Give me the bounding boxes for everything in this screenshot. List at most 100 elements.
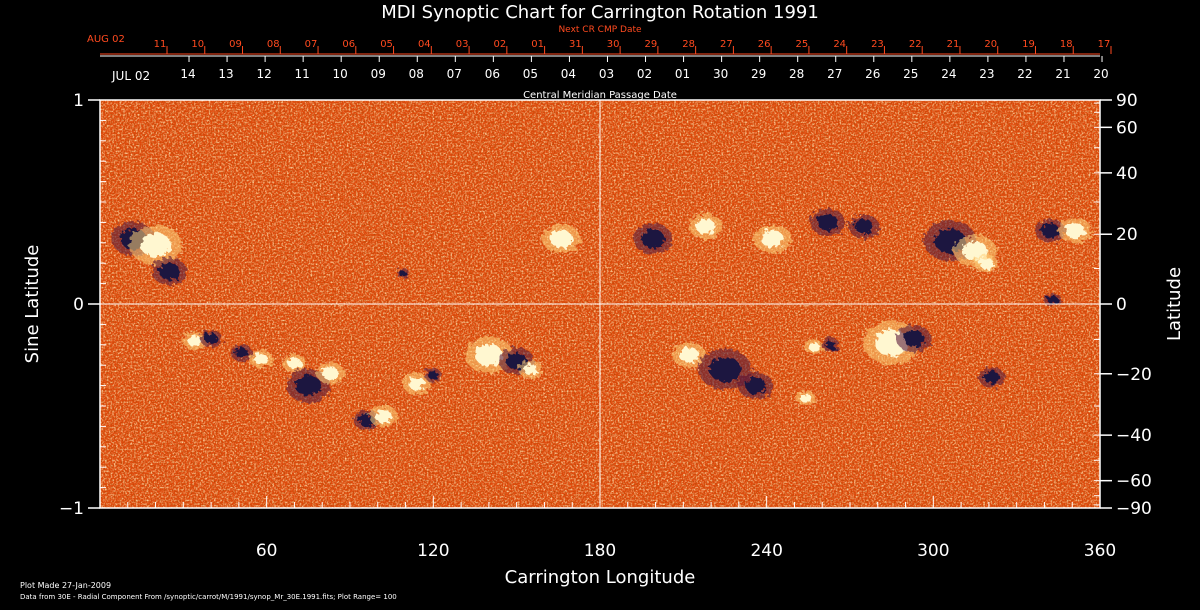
positive-region (140, 232, 171, 257)
y-left-tick-label: −1 (59, 499, 84, 519)
x-tick-label: 240 (750, 541, 782, 561)
y-right-tick-label: −20 (1116, 365, 1152, 385)
negative-region (641, 229, 665, 249)
next-cmp-day-label: 06 (342, 39, 355, 50)
next-cmp-day-label: 07 (305, 39, 318, 50)
next-cmp-day-label: 25 (796, 39, 809, 50)
cmp-axis: 14 13 12 11 10 09 08 07 06 05 04 03 02 01 30 29 28 27 26 25… (100, 55, 1109, 81)
x-axis: 60 120 180 240 300 360 (127, 496, 1116, 561)
plot-made-note: Plot Made 27-Jan-2009 (20, 581, 111, 590)
x-tick-label: 360 (1084, 541, 1116, 561)
negative-region (745, 377, 766, 394)
positive-region (761, 229, 784, 248)
y-right-tick-label: 60 (1116, 118, 1138, 138)
cmp-day-label: 04 (561, 67, 576, 81)
positive-region (374, 409, 392, 423)
next-cmp-day-label: 28 (682, 39, 695, 50)
cmp-start-label: JUL 02 (111, 69, 150, 83)
cmp-day-label: 09 (371, 67, 386, 81)
y-axis-left: 1 0 −1 (59, 91, 106, 519)
negative-region (428, 371, 439, 380)
next-cmp-day-label: 19 (1022, 39, 1035, 50)
y-axis-right-label: Latitude (1164, 267, 1185, 341)
y-right-tick-label: −40 (1116, 426, 1152, 446)
next-cmp-day-label: 18 (1060, 39, 1073, 50)
negative-region (983, 371, 1000, 384)
cmp-day-label: 03 (599, 67, 614, 81)
next-cmp-day-label: 31 (569, 39, 582, 50)
chart-title: MDI Synoptic Chart for Carrington Rotati… (381, 2, 819, 23)
next-cmp-day-label: 17 (1098, 39, 1111, 50)
next-cmp-day-label: 26 (758, 39, 771, 50)
y-right-tick-label: 0 (1116, 295, 1127, 315)
next-cmp-axis: 11 10 09 08 07 06 05 04 03 02 01 31 30 29 28 27 26 25 24 23… (100, 39, 1112, 55)
cmp-day-label: 11 (294, 67, 309, 81)
positive-region (254, 353, 269, 365)
negative-region (1047, 295, 1058, 305)
cmp-day-label: 05 (523, 67, 538, 81)
y-right-tick-label: −60 (1116, 472, 1152, 492)
negative-region (817, 214, 839, 231)
positive-region (408, 376, 426, 391)
x-tick-label: 180 (584, 541, 616, 561)
cmp-day-label: 07 (447, 67, 462, 81)
x-tick-label: 60 (256, 541, 278, 561)
next-cmp-day-label: 20 (984, 39, 997, 50)
next-cmp-day-label: 04 (418, 39, 431, 50)
positive-region (679, 347, 699, 363)
data-source-note: Data from 30E - Radial Component From /s… (20, 593, 397, 601)
next-cmp-day-label: 03 (456, 39, 469, 50)
positive-region (523, 363, 538, 375)
positive-region (979, 257, 994, 269)
cmp-day-label: 14 (180, 67, 195, 81)
next-cmp-day-label: 11 (154, 39, 167, 50)
next-cmp-start-label: AUG 02 (87, 34, 125, 45)
negative-region (825, 340, 836, 349)
negative-region (854, 219, 873, 234)
cmp-axis-label: Central Meridian Passage Date (523, 90, 677, 101)
cmp-day-label: 01 (675, 67, 690, 81)
positive-region (1065, 222, 1085, 239)
positive-region (549, 229, 573, 248)
cmp-day-label: 29 (751, 67, 766, 81)
next-cmp-day-label: 30 (607, 39, 620, 50)
positive-region (474, 344, 503, 366)
cmp-day-label: 10 (333, 67, 348, 81)
next-cmp-day-label: 22 (909, 39, 922, 50)
next-cmp-day-label: 09 (229, 39, 242, 50)
next-cmp-day-label: 02 (493, 39, 506, 50)
next-cmp-day-label: 29 (645, 39, 658, 50)
positive-region (799, 393, 812, 403)
next-cmp-day-label: 24 (833, 39, 846, 50)
next-cmp-day-label: 23 (871, 39, 884, 50)
cmp-day-label: 26 (865, 67, 880, 81)
negative-region (159, 262, 180, 280)
cmp-day-label: 24 (941, 67, 956, 81)
cmp-day-label: 13 (218, 67, 233, 81)
y-right-tick-label: −90 (1116, 499, 1152, 519)
y-axis-right: 90 60 40 20 0 −20 −40 −60 −90 (1094, 91, 1152, 519)
cmp-day-label: 30 (713, 67, 728, 81)
y-right-tick-label: 90 (1116, 91, 1138, 111)
cmp-day-label: 12 (256, 67, 271, 81)
negative-region (204, 333, 218, 344)
x-axis-label: Carrington Longitude (505, 567, 696, 588)
negative-region (903, 330, 925, 348)
negative-region (709, 356, 741, 382)
y-right-tick-label: 40 (1116, 164, 1138, 184)
next-cmp-day-label: 27 (720, 39, 733, 50)
cmp-day-label: 25 (903, 67, 918, 81)
cmp-day-label: 28 (789, 67, 804, 81)
negative-region (295, 375, 322, 397)
next-cmp-day-label: 01 (531, 39, 544, 50)
positive-region (808, 342, 820, 352)
next-cmp-day-label: 21 (947, 39, 960, 50)
cmp-day-label: 27 (827, 67, 842, 81)
cmp-day-label: 22 (1017, 67, 1032, 81)
next-cmp-day-label: 08 (267, 39, 280, 50)
x-tick-label: 300 (917, 541, 949, 561)
cmp-day-label: 21 (1055, 67, 1070, 81)
y-axis-left-label: Sine Latitude (22, 245, 43, 364)
cmp-day-label: 23 (979, 67, 994, 81)
